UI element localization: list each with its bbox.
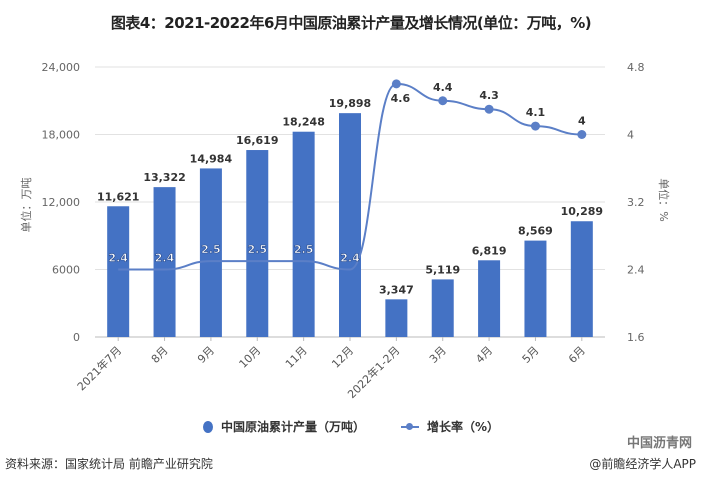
line-value-label: 2.5 <box>201 243 221 256</box>
line-legend-icon <box>400 422 419 430</box>
x-tick-label: 6月 <box>566 344 588 366</box>
legend-item-growth[interactable]: 增长率（%） <box>400 418 500 435</box>
bar[interactable] <box>570 221 593 337</box>
brand-watermark: 中国沥青网 <box>626 436 692 451</box>
line-value-label: 2.4 <box>108 252 128 265</box>
bar-value-label: 5,119 <box>425 263 460 276</box>
source-note: 资料来源：国家统计局 前瞻产业研究院 <box>5 457 213 471</box>
legend-label-growth: 增长率（%） <box>426 420 500 434</box>
bar-value-label: 13,322 <box>143 171 185 184</box>
bar[interactable] <box>385 299 408 337</box>
line-value-label: 2.4 <box>155 252 175 265</box>
bar[interactable] <box>153 187 176 337</box>
bar-value-label: 3,347 <box>379 283 414 296</box>
bar[interactable] <box>107 206 130 337</box>
bar-legend-icon <box>202 420 213 433</box>
right-tick-label: 1.6 <box>627 331 645 344</box>
x-tick-label: 8月 <box>149 344 171 366</box>
legend-item-production[interactable]: 中国原油累计产量（万吨） <box>202 418 365 435</box>
left-tick-label: 6000 <box>52 264 80 277</box>
bar-value-label: 18,248 <box>282 116 324 129</box>
right-tick-label: 3.2 <box>627 196 645 209</box>
chart-title: 图表4：2021-2022年6月中国原油累计产量及增长情况(单位：万吨，%) <box>110 14 592 32</box>
bar[interactable] <box>339 113 361 338</box>
left-tick-label: 18,000 <box>42 129 81 142</box>
line-value-label: 2.5 <box>248 243 268 256</box>
x-tick-label: 4月 <box>473 344 495 366</box>
left-tick-label: 24,000 <box>42 61 81 74</box>
right-tick-label: 4.8 <box>627 61 645 74</box>
growth-line <box>118 82 582 271</box>
line-value-label: 4.3 <box>479 89 499 102</box>
x-tick-label: 3月 <box>427 344 449 366</box>
bar[interactable] <box>292 131 315 337</box>
bar[interactable] <box>431 279 454 337</box>
line-value-label: 4 <box>578 115 586 128</box>
line-point[interactable] <box>438 96 448 106</box>
line-point[interactable] <box>530 121 540 131</box>
right-tick-label: 4 <box>627 129 634 142</box>
x-tick-label: 5月 <box>520 344 542 366</box>
bar[interactable] <box>246 150 269 337</box>
bar-value-label: 19,898 <box>329 97 371 110</box>
line-point[interactable] <box>577 130 587 139</box>
bar-value-label: 10,289 <box>561 205 603 218</box>
bar-value-label: 6,819 <box>472 244 507 257</box>
left-axis-title: 单位：万吨 <box>19 178 33 233</box>
line-value-label: 2.5 <box>294 243 314 256</box>
line-value-label: 4.4 <box>433 81 453 94</box>
right-tick-label: 2.4 <box>627 264 645 277</box>
bar-value-label: 8,569 <box>518 225 553 238</box>
x-tick-label: 9月 <box>195 344 217 366</box>
left-tick-label: 12,000 <box>42 196 81 209</box>
bar[interactable] <box>199 168 222 337</box>
line-point[interactable] <box>484 104 494 114</box>
line-value-label: 4.1 <box>526 106 546 119</box>
x-tick-label: 2021年7月 <box>74 343 124 393</box>
x-tick-label: 12月 <box>329 344 356 371</box>
legend: 中国原油累计产量（万吨） 增长率（%） <box>0 418 702 435</box>
line-point[interactable] <box>391 79 401 89</box>
legend-label-production: 中国原油累计产量（万吨） <box>220 420 365 434</box>
x-tick-label: 11月 <box>283 344 310 371</box>
bar[interactable] <box>524 240 547 337</box>
credit-note: @前瞻经济学人APP <box>589 457 696 471</box>
line-value-label: 2.4 <box>340 252 360 265</box>
bar-value-label: 14,984 <box>190 152 233 165</box>
right-axis-title: 单位：% <box>657 178 671 221</box>
bar-value-label: 11,621 <box>97 190 139 203</box>
line-value-label: 4.6 <box>391 92 411 105</box>
left-tick-label: 0 <box>73 331 80 344</box>
x-tick-label: 10月 <box>237 344 264 371</box>
bar-value-label: 16,619 <box>236 134 278 147</box>
bar[interactable] <box>478 260 501 337</box>
